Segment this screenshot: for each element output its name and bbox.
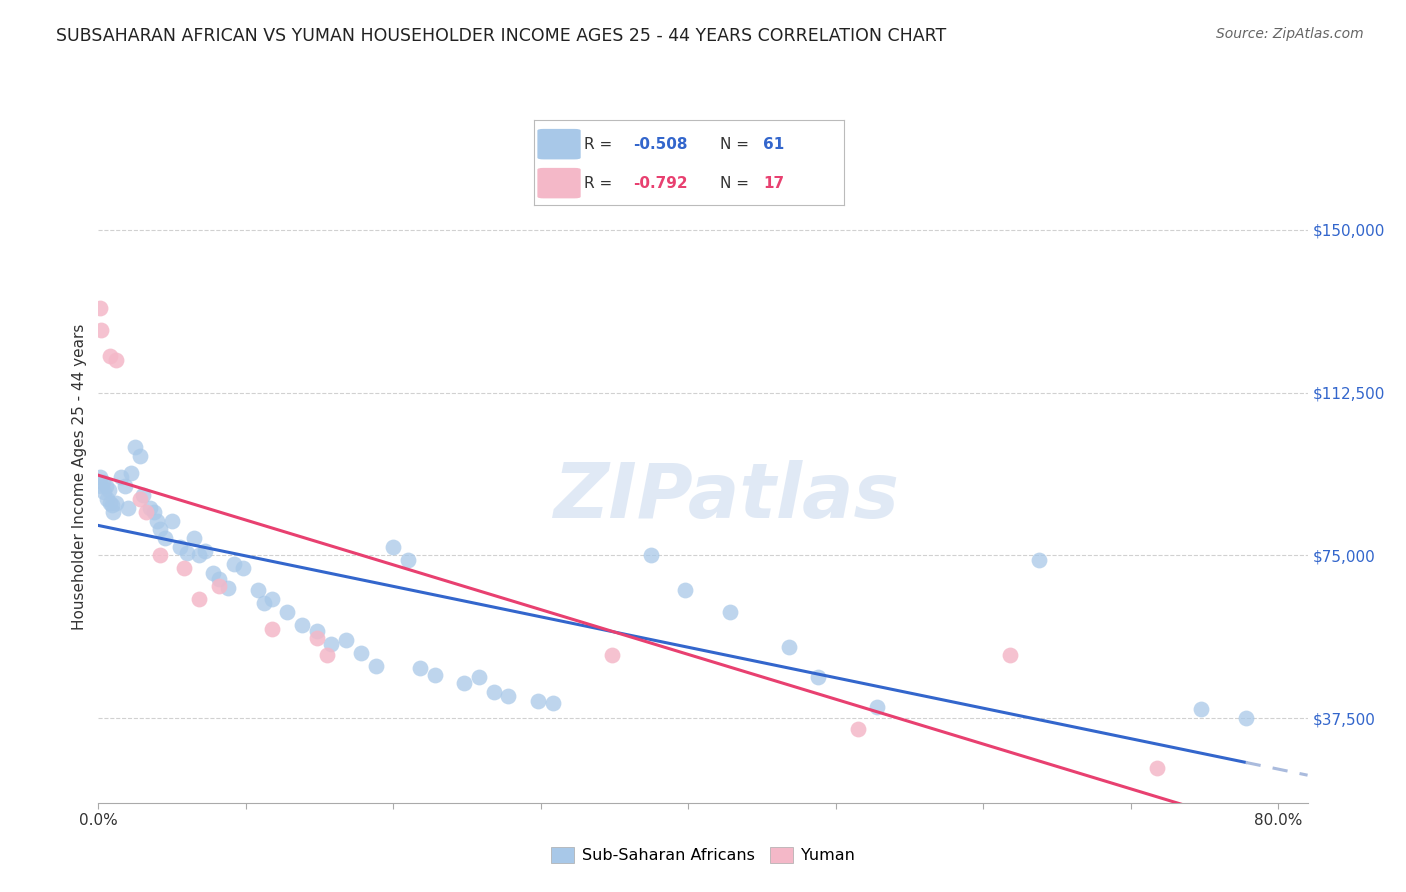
Text: N =: N =	[720, 136, 754, 152]
Point	[139, 500, 162, 515]
Point	[600, 648, 623, 663]
Point	[998, 648, 1021, 663]
Point	[246, 583, 269, 598]
Y-axis label: Householder Income Ages 25 - 44 years: Householder Income Ages 25 - 44 years	[72, 324, 87, 631]
Point	[291, 617, 314, 632]
Point	[128, 449, 150, 463]
Point	[120, 466, 142, 480]
Point	[90, 479, 112, 493]
Point	[135, 505, 157, 519]
Point	[105, 496, 128, 510]
FancyBboxPatch shape	[537, 168, 581, 198]
Point	[1028, 552, 1050, 566]
Point	[124, 440, 146, 454]
Point	[143, 505, 166, 519]
Point	[423, 667, 446, 681]
Point	[807, 670, 830, 684]
Point	[262, 591, 284, 606]
Point	[252, 596, 274, 610]
Point	[364, 659, 387, 673]
Point	[97, 483, 120, 498]
Text: ZIPatlas: ZIPatlas	[554, 459, 900, 533]
Point	[101, 505, 124, 519]
Point	[169, 540, 191, 554]
FancyBboxPatch shape	[537, 129, 581, 160]
Point	[114, 479, 136, 493]
Point	[98, 349, 121, 363]
Point	[396, 552, 419, 566]
Point	[382, 540, 405, 554]
Point	[453, 676, 475, 690]
Point	[468, 670, 491, 684]
Point	[146, 514, 169, 528]
Point	[350, 646, 373, 660]
Legend: Sub-Saharan Africans, Yuman: Sub-Saharan Africans, Yuman	[546, 840, 860, 870]
Text: -0.508: -0.508	[633, 136, 688, 152]
Point	[1146, 761, 1168, 775]
Text: R =: R =	[583, 176, 617, 191]
Point	[846, 722, 869, 736]
Point	[276, 605, 298, 619]
Point	[149, 522, 172, 536]
Point	[640, 549, 662, 563]
Point	[673, 583, 696, 598]
Point	[128, 491, 150, 506]
Point	[149, 549, 172, 563]
Text: -0.792: -0.792	[633, 176, 688, 191]
Point	[222, 557, 245, 571]
Point	[316, 648, 339, 663]
Point	[498, 690, 520, 704]
Point	[1189, 702, 1212, 716]
Point	[90, 323, 112, 337]
Point	[131, 487, 153, 501]
Point	[98, 496, 121, 510]
Point	[527, 694, 550, 708]
Point	[217, 581, 239, 595]
Point	[409, 661, 432, 675]
Point	[232, 561, 254, 575]
Point	[482, 685, 505, 699]
Point	[208, 572, 231, 586]
Point	[91, 475, 114, 489]
Point	[778, 640, 800, 654]
Point	[110, 470, 132, 484]
Point	[93, 485, 115, 500]
Point	[194, 544, 217, 558]
Point	[541, 696, 564, 710]
Point	[866, 700, 889, 714]
Text: SUBSAHARAN AFRICAN VS YUMAN HOUSEHOLDER INCOME AGES 25 - 44 YEARS CORRELATION CH: SUBSAHARAN AFRICAN VS YUMAN HOUSEHOLDER …	[56, 27, 946, 45]
Point	[173, 561, 195, 575]
Point	[1234, 711, 1257, 725]
Point	[718, 605, 741, 619]
Point	[89, 301, 111, 315]
Point	[160, 514, 183, 528]
Point	[305, 624, 328, 639]
Point	[105, 353, 128, 368]
Point	[153, 531, 176, 545]
Point	[183, 531, 205, 545]
Point	[262, 622, 284, 636]
Point	[117, 500, 139, 515]
Point	[89, 470, 111, 484]
Text: 17: 17	[763, 176, 785, 191]
Point	[187, 591, 209, 606]
Text: Source: ZipAtlas.com: Source: ZipAtlas.com	[1216, 27, 1364, 41]
Text: R =: R =	[583, 136, 617, 152]
Text: N =: N =	[720, 176, 754, 191]
Point	[321, 637, 343, 651]
Point	[96, 491, 118, 506]
Point	[202, 566, 225, 580]
Point	[187, 549, 209, 563]
Text: 61: 61	[763, 136, 785, 152]
Point	[100, 499, 122, 513]
Point	[94, 479, 117, 493]
Point	[176, 546, 198, 560]
Point	[305, 631, 328, 645]
Point	[335, 633, 357, 648]
Point	[208, 579, 231, 593]
